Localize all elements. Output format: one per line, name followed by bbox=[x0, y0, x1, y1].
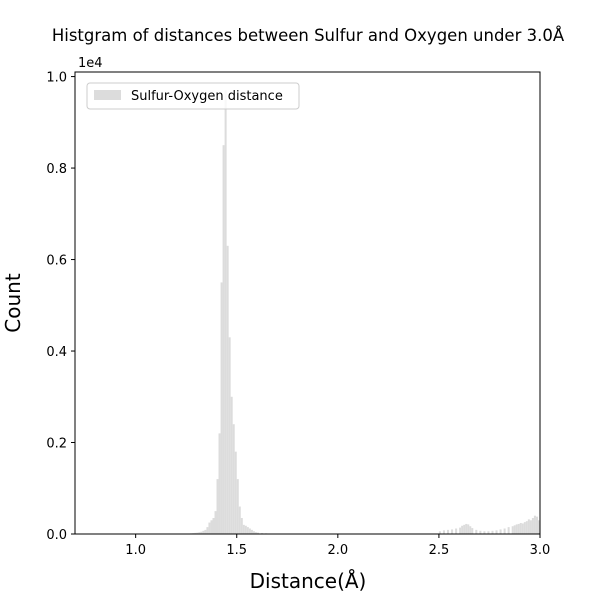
histogram-bar bbox=[220, 282, 223, 534]
histogram-bar bbox=[465, 523, 468, 534]
y-tick-label: 0.4 bbox=[46, 345, 67, 360]
histogram-bar bbox=[469, 526, 472, 534]
chart-title: Histgram of distances between Sulfur and… bbox=[52, 26, 565, 45]
legend: Sulfur-Oxygen distance bbox=[86, 82, 300, 110]
x-tick-label: 3.0 bbox=[530, 543, 551, 558]
histogram-bar bbox=[226, 245, 229, 534]
histogram-bar bbox=[475, 529, 478, 534]
histogram-bar bbox=[479, 530, 482, 534]
histogram-bar bbox=[463, 524, 466, 534]
y-axis-label: Count bbox=[1, 273, 25, 333]
y-tick-label: 0.8 bbox=[46, 162, 67, 177]
histogram-bar bbox=[238, 506, 241, 534]
histogram-bar bbox=[535, 516, 538, 534]
histogram-bar bbox=[252, 531, 255, 534]
histogram-bar bbox=[206, 527, 209, 534]
histogram-bar bbox=[451, 529, 454, 534]
histogram-bar bbox=[519, 523, 522, 534]
histogram-bar bbox=[491, 530, 494, 534]
histogram-bar bbox=[471, 528, 474, 534]
histogram-bar bbox=[204, 529, 207, 534]
histogram-bar bbox=[531, 517, 534, 534]
histogram-bar bbox=[200, 531, 203, 534]
histogram-bar bbox=[198, 532, 201, 534]
histogram-bar bbox=[467, 524, 470, 534]
x-tick-label: 1.0 bbox=[125, 543, 146, 558]
histogram-bar bbox=[234, 451, 237, 534]
histogram-bar bbox=[236, 479, 239, 534]
histogram-bar bbox=[214, 511, 217, 534]
x-axis-label: Distance(Å) bbox=[250, 569, 367, 593]
histogram-bar bbox=[483, 531, 486, 534]
histogram-bar bbox=[455, 528, 458, 534]
y-tick-label: 0.6 bbox=[46, 254, 67, 269]
histogram-bar bbox=[517, 523, 520, 534]
plot-frame bbox=[74, 71, 541, 535]
histogram-bar bbox=[224, 90, 227, 535]
histogram-bar bbox=[511, 526, 514, 534]
histogram-bar bbox=[529, 520, 532, 534]
histogram-bar bbox=[515, 524, 518, 534]
histogram-bar bbox=[537, 520, 540, 534]
histogram-bar bbox=[254, 532, 257, 534]
histogram-bar bbox=[240, 517, 243, 534]
histogram-bar bbox=[196, 532, 199, 534]
x-axis-ticks: 1.0 1.5 2.0 2.5 3.0 bbox=[125, 534, 550, 558]
histogram-bar bbox=[208, 522, 211, 534]
histogram-bar bbox=[507, 527, 510, 534]
histogram-bar bbox=[525, 521, 528, 534]
histogram-bar bbox=[523, 522, 526, 534]
histogram-bars bbox=[184, 90, 540, 535]
histogram-bar bbox=[222, 145, 225, 534]
histogram-bar bbox=[521, 523, 524, 534]
histogram-bar bbox=[499, 529, 502, 534]
histogram-bar bbox=[244, 525, 247, 534]
legend-box bbox=[86, 82, 300, 110]
legend-label: Sulfur-Oxygen distance bbox=[131, 89, 283, 104]
histogram-bar bbox=[461, 525, 464, 534]
x-tick-label: 1.5 bbox=[226, 543, 247, 558]
histogram-bar bbox=[487, 531, 490, 534]
histogram-bar bbox=[533, 515, 536, 534]
histogram-bar bbox=[202, 530, 205, 534]
histogram-bar bbox=[218, 433, 221, 534]
legend-swatch bbox=[94, 90, 121, 100]
y-tick-label: 0.0 bbox=[46, 528, 67, 543]
histogram-bar bbox=[216, 479, 219, 534]
histogram-bar bbox=[248, 528, 251, 534]
histogram-bar bbox=[228, 337, 231, 534]
x-tick-label: 2.0 bbox=[327, 543, 348, 558]
histogram-bar bbox=[495, 530, 498, 534]
histogram-bar bbox=[250, 529, 253, 534]
histogram-bar bbox=[210, 520, 213, 534]
histogram-bar bbox=[442, 530, 445, 534]
histogram-bar bbox=[232, 424, 235, 534]
histogram-bar bbox=[194, 532, 197, 534]
histogram-bar bbox=[503, 528, 506, 534]
y-tick-label: 1.0 bbox=[46, 71, 67, 86]
histogram-bar bbox=[242, 524, 245, 534]
histogram-bar bbox=[212, 517, 215, 534]
histogram-bar bbox=[447, 529, 450, 534]
y-tick-label: 0.2 bbox=[46, 437, 67, 452]
histogram-bar bbox=[230, 396, 233, 534]
histogram-bar bbox=[256, 532, 259, 534]
x-tick-label: 2.5 bbox=[429, 543, 450, 558]
histogram-bar bbox=[459, 527, 462, 534]
histogram-bar bbox=[513, 525, 516, 534]
histogram-bar bbox=[438, 531, 441, 534]
y-axis-ticks: 0.0 0.2 0.4 0.6 0.8 1.0 bbox=[46, 71, 75, 543]
histogram-bar bbox=[527, 519, 530, 534]
histogram-bar bbox=[246, 527, 249, 534]
y-offset-label: 1e4 bbox=[78, 56, 103, 71]
